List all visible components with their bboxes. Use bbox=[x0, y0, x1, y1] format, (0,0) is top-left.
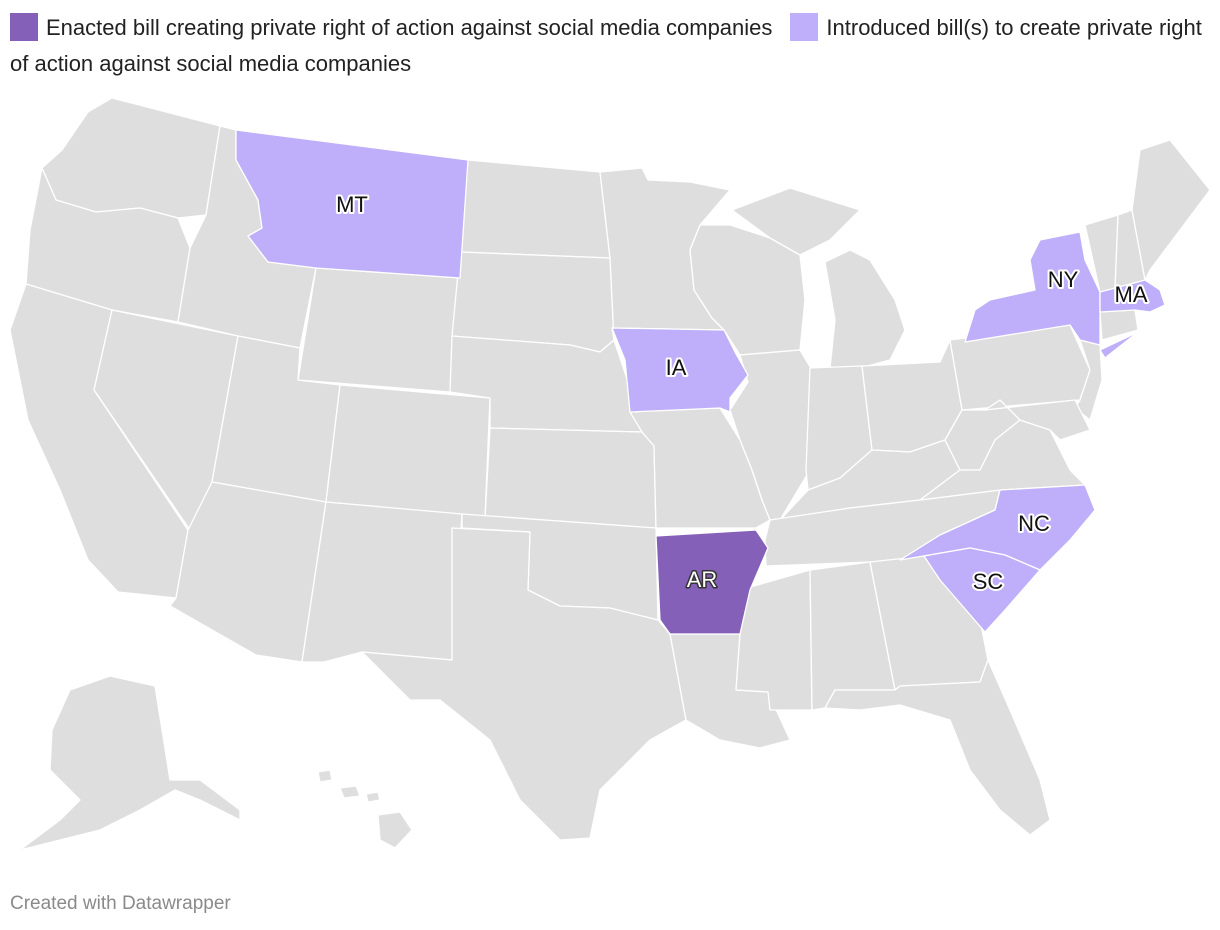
state-label-ia: IA bbox=[666, 355, 687, 380]
state-ks[interactable] bbox=[484, 427, 657, 529]
state-sd[interactable] bbox=[451, 251, 615, 353]
state-label-ar: AR bbox=[687, 567, 718, 592]
state-ny[interactable] bbox=[964, 231, 1139, 359]
state-label-sc: SC bbox=[973, 569, 1004, 594]
state-ia[interactable] bbox=[611, 327, 749, 413]
state-md[interactable] bbox=[984, 399, 1091, 441]
legend-label-introduced: Introduced bill(s) to create private rig… bbox=[10, 15, 1202, 76]
state-label-ny: NY bbox=[1048, 267, 1079, 292]
state-mi[interactable] bbox=[731, 187, 906, 369]
legend-label-enacted: Enacted bill creating private right of a… bbox=[46, 15, 773, 40]
state-co[interactable] bbox=[325, 384, 491, 519]
state-ma[interactable] bbox=[1099, 279, 1166, 313]
datawrapper-credit: Created with Datawrapper bbox=[10, 893, 231, 914]
state-tx[interactable] bbox=[361, 527, 687, 841]
state-mt[interactable] bbox=[235, 129, 469, 279]
state-label-nc: NC bbox=[1018, 511, 1050, 536]
legend-item-introduced[interactable]: Introduced bill(s) to create private rig… bbox=[10, 13, 1202, 76]
state-me[interactable] bbox=[1131, 139, 1211, 281]
legend-swatch-introduced bbox=[790, 13, 819, 41]
state-nm[interactable] bbox=[301, 501, 463, 663]
legend-item-enacted[interactable]: Enacted bill creating private right of a… bbox=[10, 13, 773, 41]
state-hi[interactable] bbox=[317, 769, 413, 849]
state-wy[interactable] bbox=[297, 267, 461, 393]
state-label-ma: MA bbox=[1115, 282, 1148, 307]
legend: Enacted bill creating private right of a… bbox=[10, 10, 1205, 82]
state-ar[interactable] bbox=[655, 529, 769, 635]
state-labels: MT IA AR NY MA NC SC bbox=[334, 190, 1150, 596]
state-nd[interactable] bbox=[459, 159, 611, 259]
base-states bbox=[9, 97, 1211, 851]
state-wa[interactable] bbox=[41, 97, 221, 219]
us-states-map: MT IA AR NY MA NC SC bbox=[9, 97, 1211, 851]
legend-swatch-enacted bbox=[10, 13, 38, 41]
highlighted-states bbox=[235, 129, 1166, 635]
state-label-mt: MT bbox=[336, 192, 368, 217]
state-ak[interactable] bbox=[19, 675, 241, 851]
state-il[interactable] bbox=[729, 349, 813, 521]
state-sc[interactable] bbox=[923, 547, 1041, 633]
state-fl[interactable] bbox=[824, 659, 1051, 836]
